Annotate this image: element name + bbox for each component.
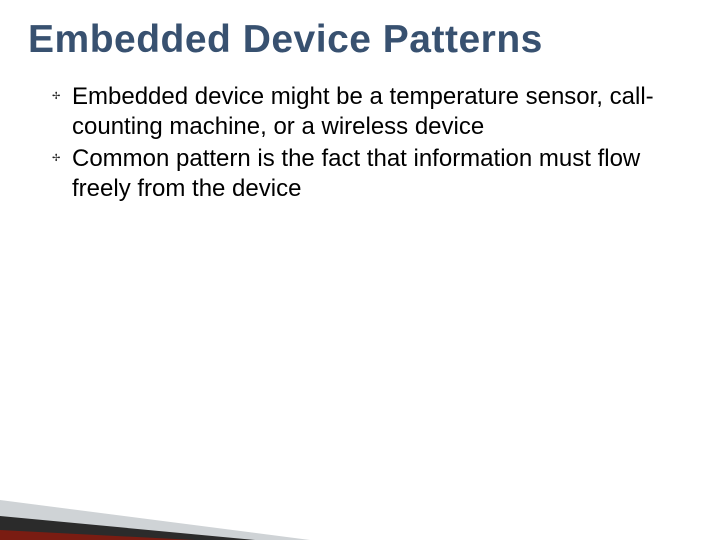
slide-title: Embedded Device Patterns [28,18,692,62]
bullet-list: ✢ Embedded device might be a temperature… [28,82,692,204]
list-item: ✢ Embedded device might be a temperature… [52,82,692,142]
bullet-text: Common pattern is the fact that informat… [72,145,640,202]
accent-stripe [0,516,255,540]
bullet-text: Embedded device might be a temperature s… [72,83,654,140]
accent-stripe [0,500,310,540]
bullet-icon: ✢ [52,154,62,164]
accent-stripe [0,530,195,540]
bullet-icon: ✢ [52,92,62,102]
slide: Embedded Device Patterns ✢ Embedded devi… [0,0,720,540]
list-item: ✢ Common pattern is the fact that inform… [52,144,692,204]
corner-accent-graphic [0,430,720,540]
